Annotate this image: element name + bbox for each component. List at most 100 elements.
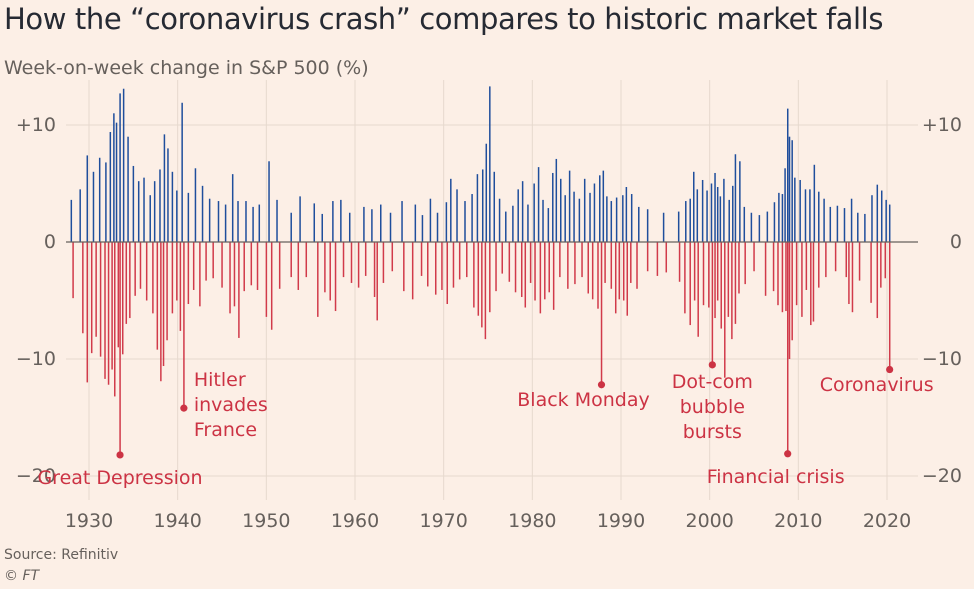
data-bar [160,242,162,382]
data-bar [489,86,491,242]
data-bar [111,242,113,370]
data-bar [125,242,128,324]
data-bar [476,174,479,242]
data-bar [514,242,517,293]
data-bar [450,178,452,242]
data-bar [364,242,367,276]
data-bar [137,181,140,242]
data-bar [348,212,351,242]
data-bar [764,242,767,296]
annotation-label: Great Depression [37,467,202,489]
data-bar [850,198,853,242]
data-bar [845,242,848,278]
data-bar [829,206,832,242]
data-bar [512,205,514,242]
data-bar [795,242,798,306]
data-bar [876,242,879,319]
data-bar [495,242,497,292]
chart-title: How the “coronavirus crash” compares to … [4,2,884,36]
annotation-label: Coronavirus [820,374,934,396]
data-bar [727,242,730,317]
data-bar [646,242,649,272]
data-bar [373,242,376,297]
data-bar [564,195,566,242]
data-bar [458,242,461,280]
data-bar [723,178,725,242]
data-bar [205,242,207,281]
data-bar [804,189,807,242]
data-bar [573,191,575,242]
data-bar [818,191,820,242]
y-tick-label-left: 0 [44,231,56,253]
data-bar [534,242,536,301]
grid [66,80,918,500]
data-bar [788,242,791,359]
data-bar [552,172,554,242]
data-bar [250,242,253,286]
data-bar [732,185,734,242]
data-bar [559,242,561,278]
data-bar [799,179,801,242]
data-bar [243,242,245,292]
copyright-note: © FT [4,568,40,584]
y-tick-label-right: 0 [950,231,962,253]
data-bar [79,189,81,242]
data-bar [739,161,741,242]
data-bar [171,242,174,314]
data-bar [870,242,872,303]
y-tick-label-right: +10 [922,114,962,136]
data-bar [305,242,308,278]
data-bar [187,192,190,242]
data-bar [693,242,696,301]
data-bar [778,192,780,242]
bars [70,86,891,455]
data-bar [701,179,704,242]
data-bar [132,165,135,242]
data-bar [233,242,236,307]
data-bar [121,242,124,355]
annotation-label: Financial crisis [707,466,845,488]
data-bar [871,195,873,242]
data-bar [597,242,599,309]
annotation-marker [597,381,606,389]
data-bar [517,189,519,242]
data-bar [401,201,403,242]
data-bar [677,211,680,242]
data-bar [107,242,110,385]
data-bar [568,170,571,242]
data-bar [560,178,562,242]
data-bar [656,242,659,276]
data-bar [630,194,633,242]
data-bar [145,242,148,301]
data-bar [716,187,719,242]
data-bar [610,201,613,242]
data-bar [567,242,569,289]
data-bar [380,204,382,242]
data-bar [602,170,605,242]
data-bar [781,242,784,313]
data-bar [738,242,740,294]
data-bar [505,211,507,242]
data-bar [484,242,487,340]
data-bar [224,204,227,242]
data-bar [520,242,523,297]
data-bar [858,242,861,281]
data-bar [848,242,850,305]
x-tick-label: 1940 [153,510,201,532]
data-bar [758,215,761,242]
data-bar [888,242,891,370]
data-bar [693,171,695,242]
data-bar [728,199,730,242]
data-bar [791,242,793,341]
data-bar [265,242,268,317]
data-bar [313,203,316,242]
data-bar [766,211,769,242]
data-bar [217,201,220,242]
data-bar [714,172,716,242]
data-bar [812,242,815,322]
data-bar [149,195,151,242]
data-bar [791,140,793,242]
data-bar [626,242,629,316]
data-bar [591,242,594,300]
data-bar [434,242,437,295]
